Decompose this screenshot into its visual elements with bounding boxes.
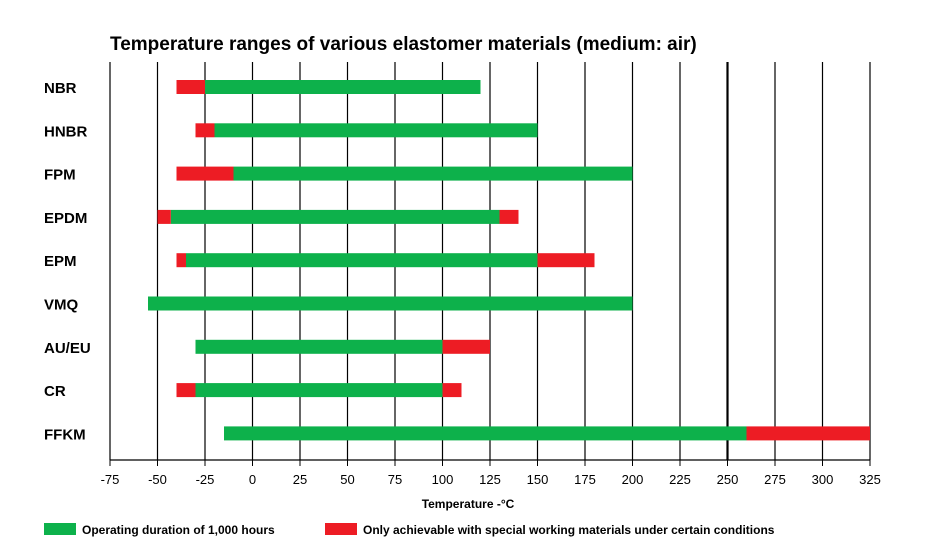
x-tick-label: 175 [574, 472, 596, 487]
x-tick-label: 25 [293, 472, 307, 487]
x-axis-label: Temperature -°C [422, 497, 515, 511]
x-tick-label: 0 [249, 472, 256, 487]
bar-operating-nbr [205, 80, 481, 94]
bar-special-low-fpm [176, 166, 234, 181]
category-label: FPM [44, 167, 76, 184]
x-tick-label: -25 [196, 472, 215, 487]
bar-special-low-cr [176, 383, 196, 398]
bar-special-low-epm [176, 253, 186, 268]
category-labels: NBR HNBR FPM EPDM EPM VMQ AU/EU CR FFKM [44, 80, 91, 443]
x-tick-label: 275 [764, 472, 786, 487]
x-tick-label: 150 [527, 472, 549, 487]
bar-special-high-epm [537, 253, 595, 268]
x-tick-label: -50 [148, 472, 167, 487]
x-tick-label: 125 [479, 472, 501, 487]
bar-operating-fpm [233, 166, 633, 181]
chart-title: Temperature ranges of various elastomer … [110, 34, 697, 55]
bar-operating-au-eu [195, 339, 443, 354]
x-tick-label: 100 [432, 472, 454, 487]
legend-swatch-special [325, 523, 357, 535]
category-label: CR [44, 383, 66, 400]
category-label: EPM [44, 253, 77, 270]
bar-special-low-nbr [176, 80, 205, 94]
bar-special-high-epdm [499, 209, 519, 224]
x-tick-label: 325 [859, 472, 881, 487]
legend-label-special: Only achievable with special working mat… [363, 523, 775, 537]
x-tick-label: 250 [717, 472, 739, 487]
x-tick-label: 225 [669, 472, 691, 487]
bar-operating-ffkm [224, 426, 747, 441]
bar-special-high-au-eu [442, 339, 490, 354]
legend-swatch-operating [44, 523, 76, 535]
x-tick-label: 300 [812, 472, 834, 487]
x-tick-label: 200 [622, 472, 644, 487]
bars [148, 80, 870, 441]
category-label: NBR [44, 80, 77, 97]
category-label: HNBR [44, 123, 87, 140]
category-label: EPDM [44, 210, 87, 227]
bar-operating-epdm [170, 209, 500, 224]
x-tick-labels: -75 -50 -25 0 25 50 75 100 125 150 175 200 225 250 275… [101, 472, 881, 487]
legend: Operating duration of 1,000 hours Only ac… [44, 523, 775, 537]
bar-operating-epm [186, 253, 538, 268]
x-tick-label: 50 [340, 472, 354, 487]
legend-label-operating: Operating duration of 1,000 hours [82, 523, 275, 537]
bar-special-low-hnbr [195, 123, 215, 138]
category-label: AU/EU [44, 340, 91, 357]
bar-special-high-cr [442, 383, 462, 398]
bar-operating-vmq [148, 296, 633, 311]
bar-special-high-ffkm [746, 426, 870, 441]
x-tick-label: -75 [101, 472, 120, 487]
category-label: FFKM [44, 426, 86, 443]
x-tick-label: 75 [388, 472, 402, 487]
category-label: VMQ [44, 297, 79, 314]
bar-operating-cr [195, 383, 443, 398]
bar-special-low-epdm [157, 209, 171, 224]
bar-operating-hnbr [214, 123, 538, 138]
